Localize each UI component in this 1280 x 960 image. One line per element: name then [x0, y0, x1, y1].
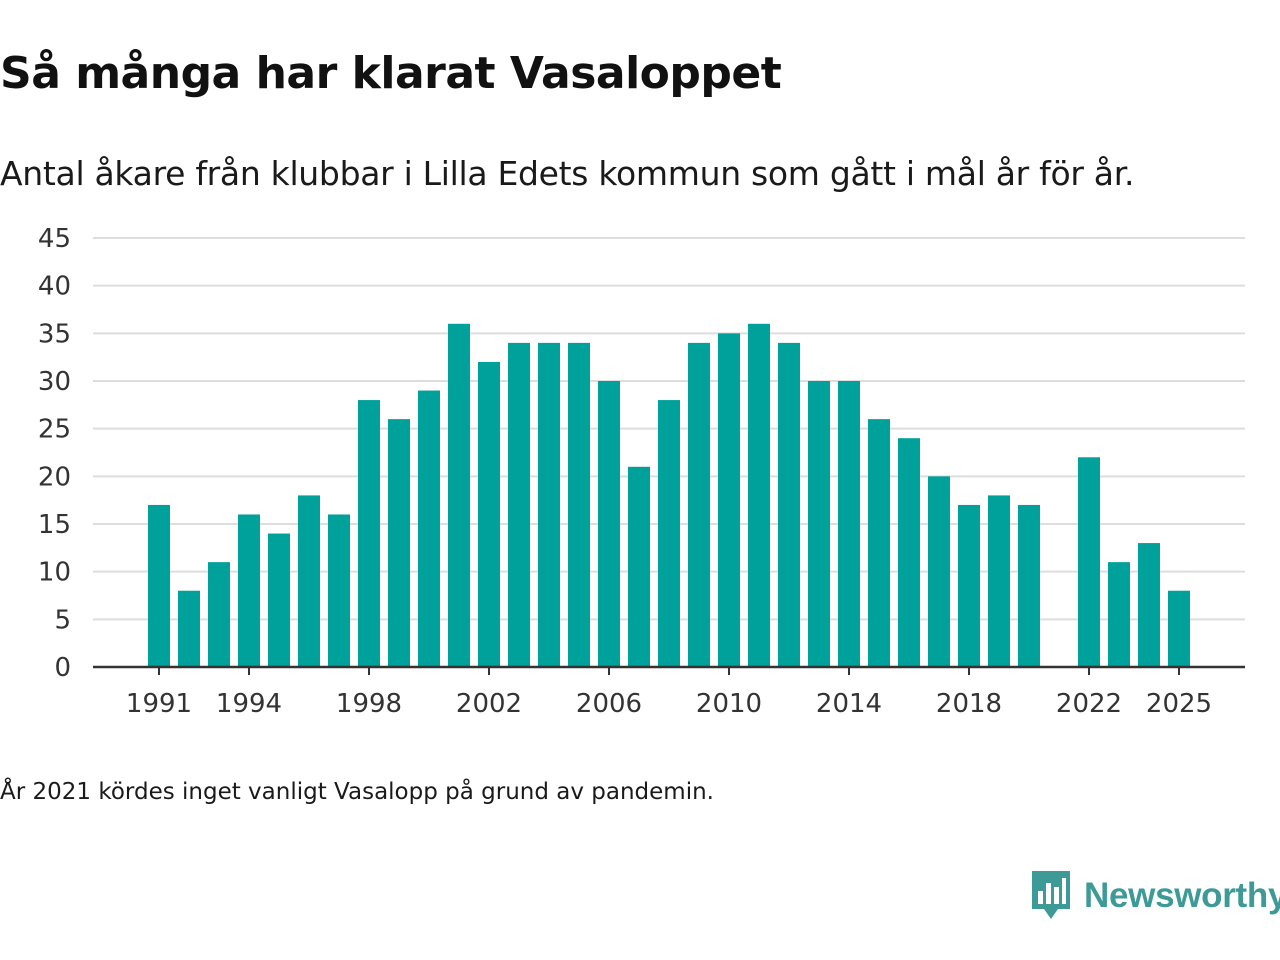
x-tick-label-1998: 1998 [336, 689, 402, 719]
bar-2016 [898, 438, 920, 667]
x-tick-label-2022: 2022 [1056, 689, 1122, 719]
y-tick-label-30: 30 [38, 367, 71, 397]
bar-2013 [808, 381, 830, 667]
bar-2009 [688, 342, 710, 667]
bar-2005 [568, 342, 590, 667]
bar-2011 [748, 323, 770, 667]
bar-2012 [778, 342, 800, 667]
brand-name: Newsworthy [1084, 876, 1280, 915]
bar-2006 [598, 381, 620, 667]
bar-1991 [148, 504, 170, 667]
y-tick-label-35: 35 [38, 319, 71, 349]
bar-1996 [298, 495, 320, 667]
bar-2008 [658, 400, 680, 667]
chart-subtitle: Antal åkare från klubbar i Lilla Edets k… [0, 154, 1135, 193]
y-tick-label-0: 0 [54, 653, 71, 683]
bar-1994 [238, 514, 260, 667]
x-tick-label-2002: 2002 [456, 689, 522, 719]
y-tick-label-20: 20 [38, 462, 71, 492]
bar-2000 [418, 390, 440, 667]
y-tick-label-10: 10 [38, 558, 71, 588]
brand-logo[interactable]: Newsworthy [1032, 870, 1280, 922]
bar-2007 [628, 466, 650, 667]
x-tick-label-1991: 1991 [126, 689, 192, 719]
bar-2024 [1138, 543, 1160, 667]
bar-2020 [1018, 504, 1040, 667]
bar-2014 [838, 381, 860, 667]
bar-1993 [208, 562, 230, 667]
y-tick-label-40: 40 [38, 272, 71, 302]
x-tick-label-2014: 2014 [816, 689, 882, 719]
bar-2004 [538, 342, 560, 667]
y-tick-label-15: 15 [38, 510, 71, 540]
bar-2003 [508, 342, 530, 667]
chart-title: Så många har klarat Vasaloppet [0, 48, 782, 99]
bar-2015 [868, 419, 890, 667]
bars [148, 323, 1190, 667]
bar-2022 [1078, 457, 1100, 667]
footnote: År 2021 kördes inget vanligt Vasalopp på… [0, 779, 714, 805]
x-tick-label-2025: 2025 [1146, 689, 1212, 719]
bar-1999 [388, 419, 410, 667]
x-axis-ticks: 1991 1994 1998 2002 2006 2010 2014 2018 2022 2025 [126, 667, 1212, 719]
bar-2023 [1108, 562, 1130, 667]
y-tick-label-5: 5 [54, 605, 71, 635]
y-axis-ticks: 0 5 10 15 20 25 30 35 40 45 [38, 224, 71, 683]
bar-1998 [358, 400, 380, 667]
x-tick-label-2018: 2018 [936, 689, 1002, 719]
bar-2018 [958, 504, 980, 667]
bar-2002 [478, 361, 500, 667]
x-tick-label-2010: 2010 [696, 689, 762, 719]
y-tick-label-25: 25 [38, 415, 71, 445]
bar-2001 [448, 323, 470, 667]
bar-2017 [928, 476, 950, 667]
newsworthy-logo-icon [1032, 871, 1070, 919]
bar-2010 [718, 333, 740, 667]
bar-1995 [268, 533, 290, 667]
bar-2019 [988, 495, 1010, 667]
x-tick-label-2006: 2006 [576, 689, 642, 719]
y-tick-label-45: 45 [38, 224, 71, 254]
bar-2025 [1168, 590, 1190, 667]
bar-1992 [178, 590, 200, 667]
bar-1997 [328, 514, 350, 667]
x-tick-label-1994: 1994 [216, 689, 282, 719]
